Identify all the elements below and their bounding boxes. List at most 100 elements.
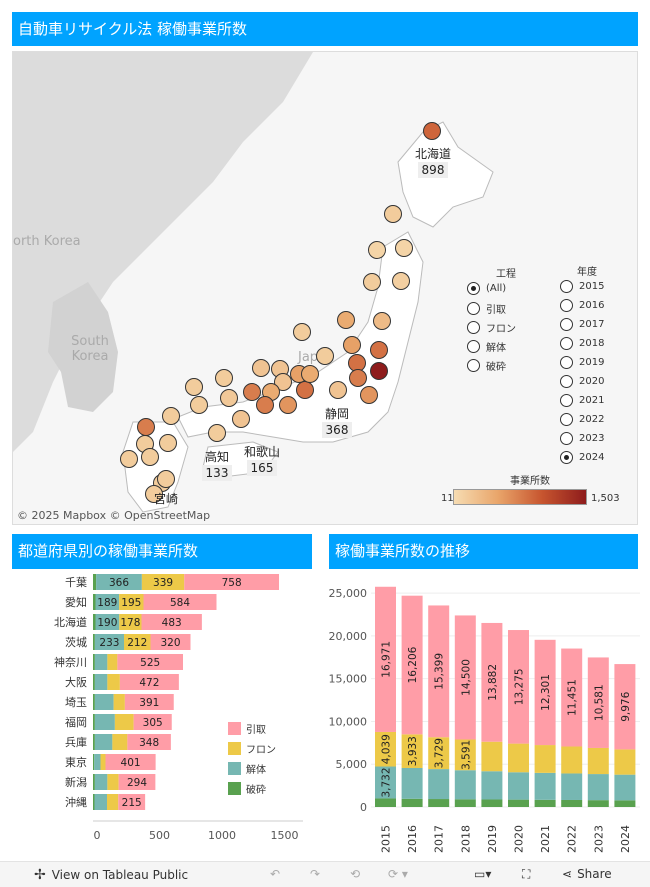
- bar-segment[interactable]: [127, 734, 171, 750]
- map-marker[interactable]: [395, 239, 413, 257]
- map-marker[interactable]: [215, 369, 233, 387]
- map-marker[interactable]: [370, 341, 388, 359]
- trend-bar-chart[interactable]: 0 5,000 10,000 15,000 20,000 25,000 3,732 4,039…: [325, 569, 645, 859]
- bar-segment[interactable]: [401, 734, 423, 768]
- bar-segment[interactable]: [401, 798, 423, 807]
- bar-segment[interactable]: [141, 614, 202, 630]
- bar-segment[interactable]: [118, 774, 156, 790]
- year-option-2020[interactable]: 2020: [560, 375, 604, 388]
- bar-segment[interactable]: [93, 754, 95, 770]
- bar-segment[interactable]: [93, 714, 95, 730]
- bar-segment[interactable]: [454, 739, 476, 771]
- process-option-解体[interactable]: 解体: [467, 339, 506, 354]
- year-option-2017[interactable]: 2017: [560, 318, 604, 331]
- download-button[interactable]: ▭▾: [474, 867, 491, 881]
- bar-segment[interactable]: [119, 594, 144, 610]
- bar-segment[interactable]: [117, 654, 183, 670]
- bar-segment[interactable]: [94, 674, 108, 690]
- bar-segment[interactable]: [93, 614, 96, 630]
- map-marker[interactable]: [141, 448, 159, 466]
- year-option-2018[interactable]: 2018: [560, 337, 604, 350]
- bar-segment[interactable]: [141, 574, 185, 590]
- bar-segment[interactable]: [561, 799, 583, 807]
- process-option-フロン[interactable]: フロン: [467, 320, 516, 335]
- bar-segment[interactable]: [454, 615, 476, 740]
- bar-segment[interactable]: [150, 634, 191, 650]
- map-marker[interactable]: [157, 470, 175, 488]
- bar-segment[interactable]: [534, 772, 556, 800]
- bar-segment[interactable]: [94, 654, 108, 670]
- bar-segment[interactable]: [561, 773, 583, 800]
- bar-segment[interactable]: [561, 746, 583, 774]
- bar-segment[interactable]: [375, 766, 396, 799]
- bar-segment[interactable]: [93, 794, 95, 810]
- bar-segment[interactable]: [124, 694, 174, 710]
- bar-segment[interactable]: [481, 622, 503, 742]
- process-option-破砕[interactable]: 破砕: [467, 358, 506, 373]
- bar-segment[interactable]: [614, 800, 636, 807]
- bar-segment[interactable]: [95, 594, 120, 610]
- bar-segment[interactable]: [96, 574, 142, 590]
- bar-segment[interactable]: [94, 694, 114, 710]
- map-marker[interactable]: [232, 410, 250, 428]
- map-marker[interactable]: [363, 273, 381, 291]
- prefecture-bar-chart[interactable]: 千葉 366 339 758 愛知 189 195 584 北海道 190 178 483 茨城 233 2…: [0, 569, 316, 859]
- map-marker[interactable]: [423, 122, 441, 140]
- map-marker[interactable]: [384, 205, 402, 223]
- bar-segment[interactable]: [133, 714, 172, 730]
- revert-button[interactable]: ⟲: [350, 867, 360, 881]
- year-option-2016[interactable]: 2016: [560, 299, 604, 312]
- map-marker[interactable]: [301, 365, 319, 383]
- bar-segment[interactable]: [114, 714, 134, 730]
- map-marker[interactable]: [349, 369, 367, 387]
- year-option-2021[interactable]: 2021: [560, 394, 604, 407]
- fullscreen-button[interactable]: ⛶: [522, 867, 530, 882]
- map-marker[interactable]: [252, 359, 270, 377]
- bar-segment[interactable]: [401, 595, 423, 735]
- bar-segment[interactable]: [93, 734, 95, 750]
- bar-segment[interactable]: [534, 639, 556, 746]
- bar-segment[interactable]: [143, 594, 217, 610]
- bar-segment[interactable]: [454, 770, 476, 800]
- bar-segment[interactable]: [375, 731, 396, 767]
- year-option-2015[interactable]: 2015: [560, 280, 604, 293]
- bar-segment[interactable]: [93, 574, 97, 590]
- map-marker[interactable]: [243, 383, 261, 401]
- undo-button[interactable]: ↶: [270, 867, 280, 881]
- bar-segment[interactable]: [428, 737, 450, 770]
- bar-segment[interactable]: [561, 648, 583, 747]
- map-marker[interactable]: [279, 396, 297, 414]
- map-marker[interactable]: [293, 323, 311, 341]
- redo-button[interactable]: ↷: [310, 867, 320, 881]
- bar-segment[interactable]: [534, 745, 556, 773]
- bar-segment[interactable]: [587, 774, 609, 801]
- bar-segment[interactable]: [94, 734, 113, 750]
- bar-segment[interactable]: [401, 767, 423, 799]
- bar-segment[interactable]: [375, 798, 396, 807]
- bar-segment[interactable]: [112, 734, 128, 750]
- map-marker[interactable]: [373, 312, 391, 330]
- map-marker[interactable]: [137, 418, 155, 436]
- map-marker[interactable]: [337, 311, 355, 329]
- bar-segment[interactable]: [93, 774, 95, 790]
- bar-segment[interactable]: [93, 634, 95, 650]
- bar-segment[interactable]: [587, 800, 609, 807]
- bar-segment[interactable]: [94, 754, 101, 770]
- process-option-引取[interactable]: 引取: [467, 301, 506, 316]
- bar-segment[interactable]: [508, 799, 529, 807]
- bar-segment[interactable]: [481, 771, 503, 800]
- bar-segment[interactable]: [614, 664, 636, 750]
- year-option-2019[interactable]: 2019: [560, 356, 604, 369]
- map-copyright[interactable]: © 2025 Mapbox © OpenStreetMap: [17, 509, 211, 522]
- map-marker[interactable]: [316, 347, 334, 365]
- bar-segment[interactable]: [93, 654, 95, 670]
- map-marker[interactable]: [120, 450, 138, 468]
- share-button[interactable]: ⋖ Share: [562, 867, 612, 881]
- refresh-button[interactable]: ⟳ ▾: [388, 867, 408, 881]
- bar-segment[interactable]: [118, 794, 146, 810]
- bar-segment[interactable]: [614, 774, 636, 801]
- year-option-2023[interactable]: 2023: [560, 432, 604, 445]
- bar-segment[interactable]: [124, 634, 151, 650]
- bar-segment[interactable]: [534, 799, 556, 807]
- bar-segment[interactable]: [100, 754, 106, 770]
